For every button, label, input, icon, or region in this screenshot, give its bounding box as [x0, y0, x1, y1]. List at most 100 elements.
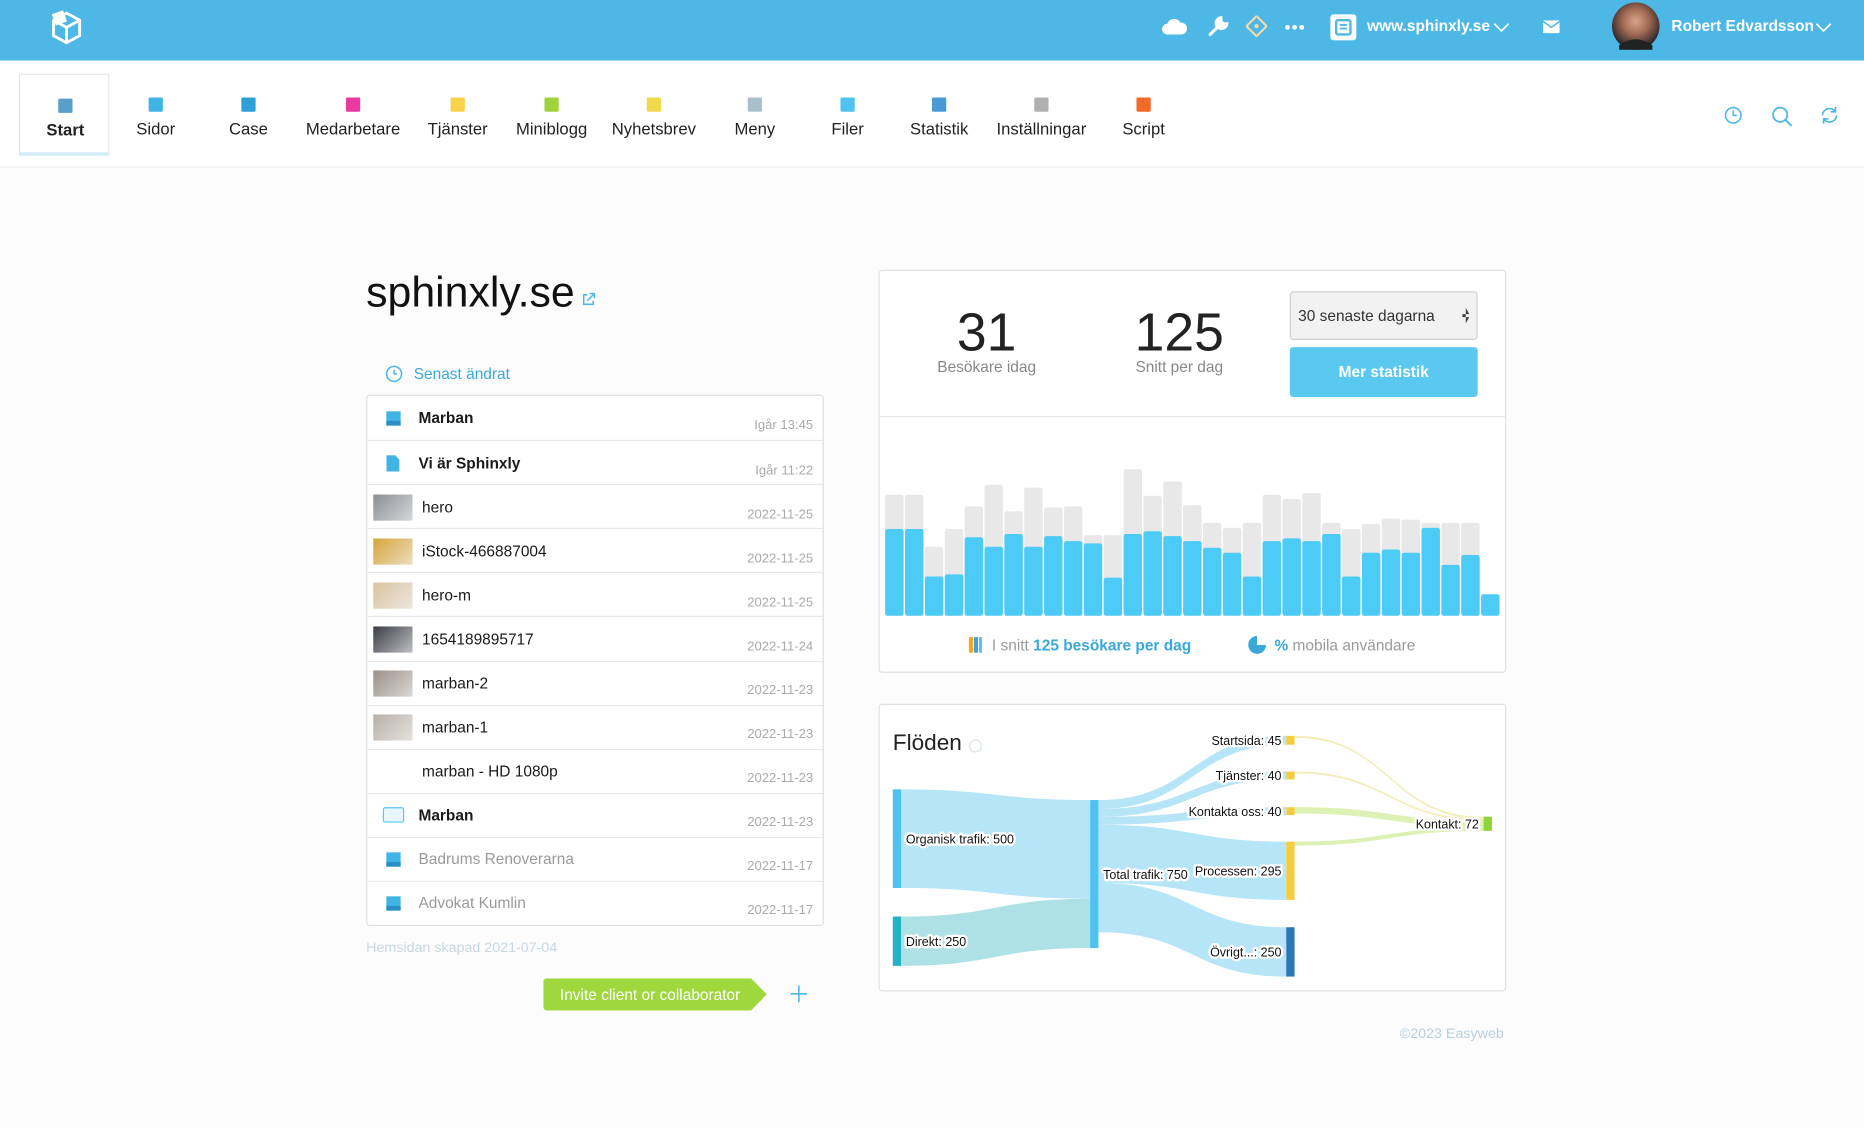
item-name[interactable]: marban - HD 1080p	[422, 762, 558, 781]
item-name[interactable]: Marban	[418, 806, 474, 825]
site-selector[interactable]: www.sphinxly.se	[1367, 16, 1490, 35]
info-icon[interactable]	[968, 739, 982, 753]
nav-label[interactable]: Miniblogg	[515, 118, 588, 138]
recent-row[interactable]: hero 2022-11-25	[367, 484, 823, 528]
recent-row[interactable]: marban-2 2022-11-23	[367, 660, 823, 704]
cloud-icon[interactable]	[1161, 17, 1188, 36]
item-name[interactable]: Marban	[418, 408, 474, 427]
nav-item[interactable]: Start	[19, 73, 110, 156]
recent-row[interactable]: iStock-466887004 2022-11-25	[367, 528, 823, 572]
item-name[interactable]: Vi är Sphinxly	[418, 453, 521, 472]
nav-icon[interactable]	[544, 97, 559, 112]
nav-item[interactable]: Medarbetare	[306, 74, 400, 156]
site-title: sphinxly.se	[366, 267, 575, 317]
nav-item[interactable]: Case	[203, 74, 293, 156]
nav-label[interactable]: Nyhetsbrev	[611, 118, 696, 138]
nav-label[interactable]: Medarbetare	[305, 118, 401, 138]
nav-item[interactable]: Filer	[802, 74, 892, 156]
nav-label[interactable]: Meny	[734, 118, 776, 138]
period-text[interactable]: 30 senaste dagarna	[1298, 306, 1435, 325]
nav-label[interactable]: Sidor	[136, 118, 176, 138]
nav-icon[interactable]	[1136, 97, 1151, 112]
nav-icon[interactable]	[345, 97, 361, 112]
nav-label[interactable]: Start	[46, 120, 85, 140]
nav-icon[interactable]	[241, 97, 256, 112]
nav-icon[interactable]	[646, 97, 661, 112]
nav-label[interactable]: Filer	[831, 118, 864, 138]
item-name[interactable]: hero-m	[422, 585, 471, 604]
more-icon[interactable]	[1285, 24, 1305, 31]
item-name[interactable]: iStock-466887004	[422, 541, 547, 560]
nav-label[interactable]: Case	[229, 118, 268, 138]
recent-row[interactable]: Marban Igår 13:45	[367, 396, 822, 440]
node-label: Total trafik: 750	[1103, 868, 1188, 882]
user-chevron[interactable]	[1815, 21, 1832, 33]
site-chevron[interactable]	[1493, 21, 1510, 33]
item-name[interactable]: marban-1	[422, 718, 489, 736]
recent-row[interactable]: Advokat Kumlin 2022-11-17	[367, 880, 823, 925]
nav-icon[interactable]	[58, 98, 73, 113]
nav-icon[interactable]	[932, 97, 947, 112]
plus-button[interactable]	[787, 982, 811, 1006]
item-name[interactable]: marban-2	[422, 674, 489, 692]
more-stats-button[interactable]: Mer statistik	[1289, 347, 1478, 398]
nav-item[interactable]: Statistik	[894, 74, 984, 156]
period-select[interactable]: 30 senaste dagarna	[1289, 291, 1478, 340]
bar	[1282, 538, 1301, 616]
mail-icon[interactable]	[1543, 20, 1560, 34]
recent-row[interactable]: marban-1 2022-11-23	[367, 704, 823, 748]
external-link-icon[interactable]	[581, 292, 596, 306]
recent-row[interactable]: hero-m 2022-11-25	[367, 572, 823, 616]
nav-icon[interactable]	[747, 97, 763, 112]
nav-item[interactable]: Inställningar	[996, 74, 1086, 156]
recent-row[interactable]: Vi är Sphinxly Igår 11:22	[367, 439, 823, 484]
nav-icon[interactable]	[840, 97, 855, 112]
logo[interactable]	[49, 10, 85, 46]
select-arrows[interactable]	[1462, 307, 1470, 324]
nav-item[interactable]: Meny	[710, 74, 800, 156]
recent-row[interactable]: marban - HD 1080p 2022-11-23	[367, 748, 823, 793]
recent-row[interactable]: Badrums Renoverarna 2022-11-17	[367, 836, 823, 881]
nav-icon[interactable]	[450, 97, 465, 112]
avatar[interactable]	[1611, 2, 1660, 50]
item-name[interactable]: Advokat Kumlin	[418, 894, 526, 913]
flow-link	[901, 789, 1091, 899]
node-label: Övrigt...: 250	[1210, 946, 1281, 960]
item-name[interactable]: Badrums Renoverarna	[418, 850, 574, 869]
recent-heading[interactable]: Senast ändrat	[413, 364, 510, 383]
site-created: Hemsidan skapad 2021-07-04	[366, 939, 558, 956]
item-name[interactable]: hero	[422, 497, 453, 516]
pie-icon	[1248, 635, 1267, 654]
nav-label[interactable]: Script	[1122, 118, 1165, 138]
bar	[1421, 527, 1440, 616]
nav-label[interactable]: Tjänster	[427, 118, 488, 138]
bar	[1024, 546, 1043, 616]
nav-item[interactable]: Nyhetsbrev	[609, 74, 699, 156]
nav-item[interactable]: Miniblogg	[506, 74, 596, 156]
git-icon[interactable]	[1245, 15, 1268, 37]
wrench-icon[interactable]	[1208, 15, 1229, 37]
site-icon[interactable]	[1330, 14, 1357, 41]
recent-row[interactable]: Marban 2022-11-23	[367, 792, 823, 837]
invite-button[interactable]: Invite client or collaborator	[543, 978, 767, 1011]
plus-icon[interactable]	[787, 982, 811, 1006]
user-name[interactable]: Robert Edvardsson	[1671, 16, 1814, 35]
item-name[interactable]: 1654189895717	[422, 629, 534, 648]
nav-item[interactable]: Script	[1098, 74, 1188, 156]
visitors-today: 31	[956, 301, 1017, 363]
sync-icon[interactable]	[1819, 106, 1840, 125]
bar	[1342, 576, 1361, 616]
flow-link	[1294, 771, 1484, 821]
item-date: 2022-11-25	[747, 551, 814, 566]
search-icon[interactable]	[1771, 106, 1793, 127]
nav-label[interactable]: Inställningar	[996, 118, 1087, 138]
nav-item[interactable]: Sidor	[111, 74, 201, 156]
recent-row[interactable]: 1654189895717 2022-11-24	[367, 616, 823, 660]
flow-link	[901, 898, 1091, 966]
nav-icon[interactable]	[1034, 97, 1049, 112]
history-icon[interactable]	[1724, 106, 1743, 125]
nav-item[interactable]: Tjänster	[413, 74, 503, 156]
nav-label[interactable]: Statistik	[909, 118, 969, 138]
nav-icon[interactable]	[148, 97, 163, 112]
flow-node	[892, 789, 902, 889]
